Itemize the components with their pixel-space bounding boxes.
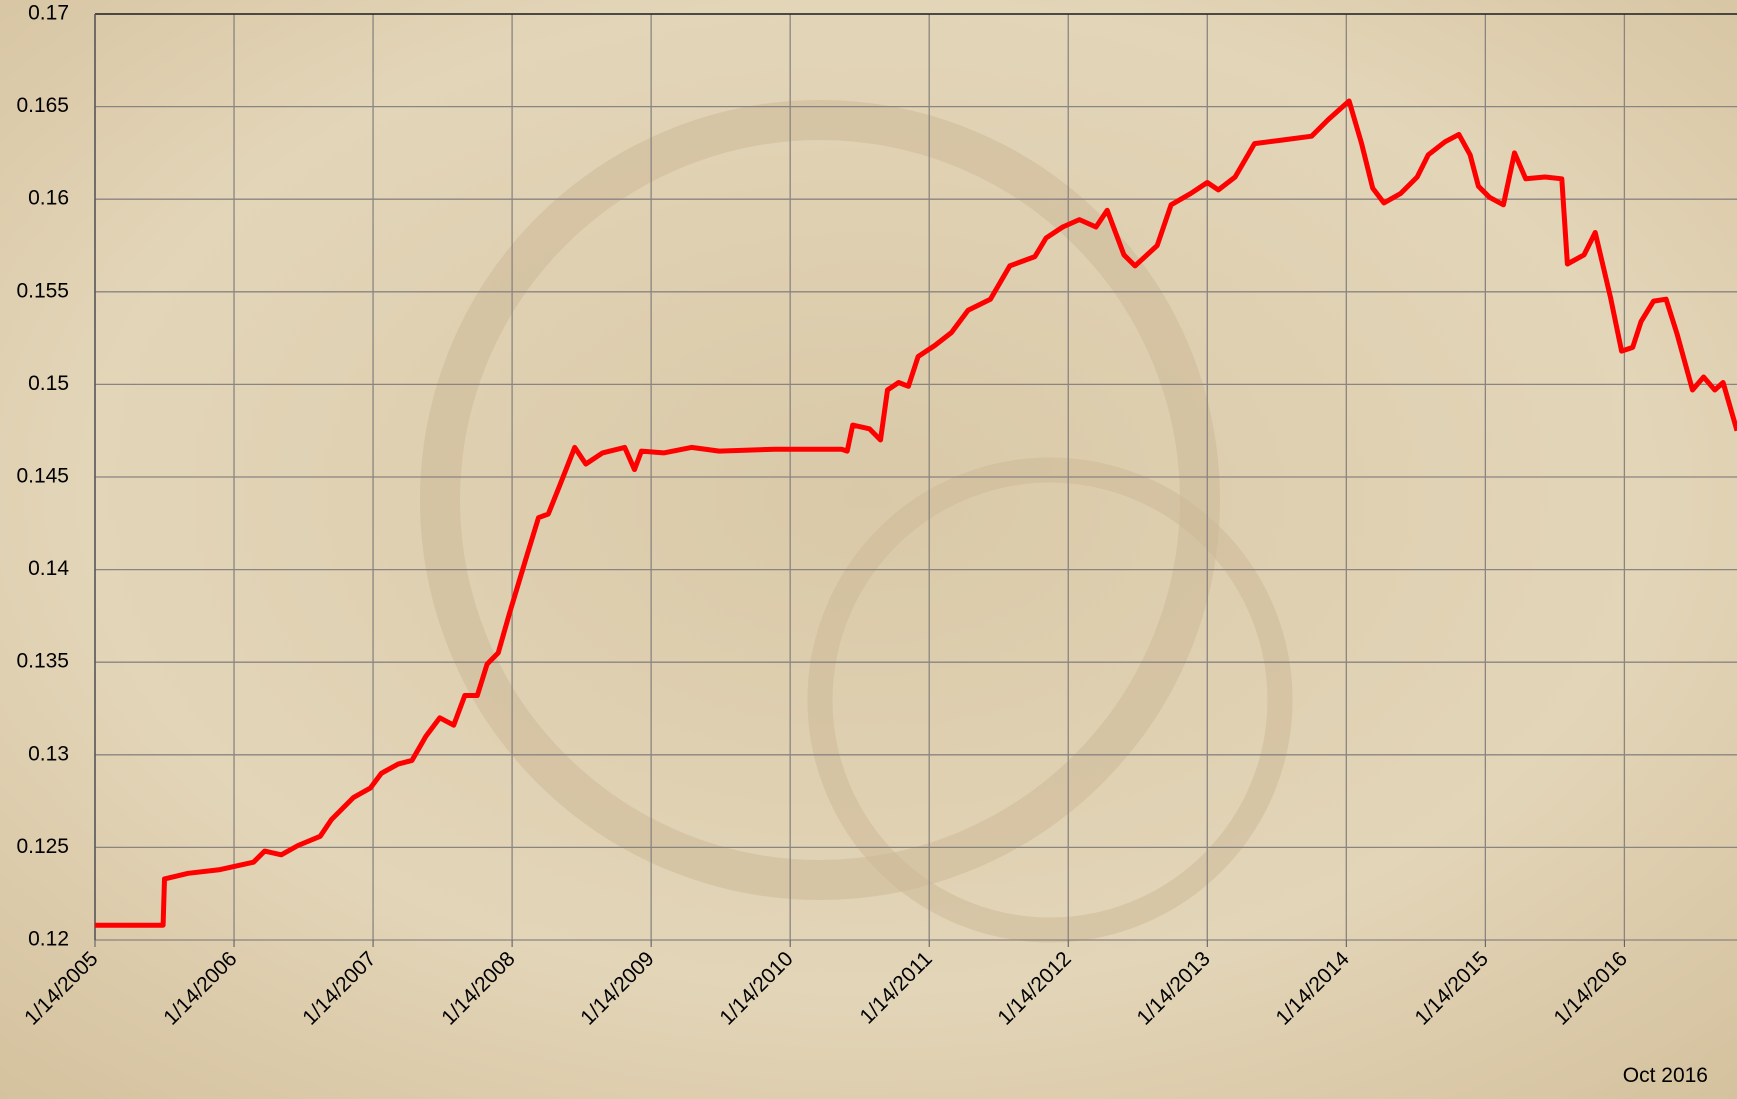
y-tick-label: 0.12 [28, 928, 69, 951]
annotation: Oct 2016 [1623, 1064, 1708, 1087]
y-tick-label: 0.17 [28, 2, 69, 25]
y-tick-label: 0.165 [16, 94, 69, 117]
y-tick-label: 0.15 [28, 372, 69, 395]
y-tick-label: 0.14 [28, 557, 69, 580]
chart: 0.12 0.125 0.13 0.135 0.14 0.145 0.15 0.155 0.16… [0, 0, 1737, 1099]
y-tick-label: 0.13 [28, 742, 69, 765]
y-tick-label: 0.135 [16, 650, 69, 673]
y-tick-label: 0.145 [16, 465, 69, 488]
y-tick-label: 0.125 [16, 835, 69, 858]
y-tick-label: 0.155 [16, 279, 69, 302]
y-tick-label: 0.16 [28, 187, 69, 210]
